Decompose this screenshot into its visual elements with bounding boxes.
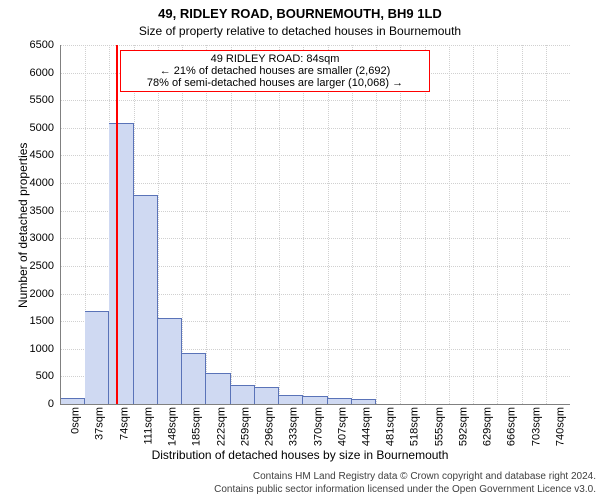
gridline-v <box>255 45 256 404</box>
histogram-bar <box>85 311 109 404</box>
gridline-v <box>449 45 450 404</box>
xtick-label: 703sqm <box>530 407 542 446</box>
marker-line <box>116 45 118 404</box>
gridline-v <box>303 45 304 404</box>
attribution-footer: Contains HM Land Registry data © Crown c… <box>0 471 600 496</box>
gridline-v <box>352 45 353 404</box>
ytick-label: 5000 <box>30 122 54 134</box>
xtick-label: 111sqm <box>142 407 154 445</box>
gridline-h <box>61 45 570 46</box>
gridline-v <box>376 45 377 404</box>
xtick-label: 296sqm <box>264 407 276 446</box>
ytick-label: 6500 <box>30 39 54 51</box>
histogram-bar <box>109 123 133 404</box>
xtick-label: 518sqm <box>409 407 421 446</box>
xtick-label: 740sqm <box>554 407 566 446</box>
histogram-bar <box>279 395 303 404</box>
gridline-v <box>231 45 232 404</box>
histogram-bar <box>352 399 376 404</box>
gridline-v <box>522 45 523 404</box>
xtick-label: 407sqm <box>336 407 348 446</box>
xtick-label: 481sqm <box>385 407 397 446</box>
ytick-label: 0 <box>48 398 54 410</box>
ytick-label: 2500 <box>30 260 54 272</box>
ytick-label: 3000 <box>30 232 54 244</box>
xtick-label: 37sqm <box>94 407 106 440</box>
histogram-bar <box>206 373 230 404</box>
xtick-label: 444sqm <box>361 407 373 446</box>
plot-area <box>60 45 570 405</box>
gridline-v <box>497 45 498 404</box>
gridline-v <box>473 45 474 404</box>
annotation-line: ← 21% of detached houses are smaller (2,… <box>127 65 423 77</box>
xtick-label: 148sqm <box>167 407 179 446</box>
gridline-v <box>328 45 329 404</box>
xtick-label: 185sqm <box>191 407 203 446</box>
footer-line-1: Contains HM Land Registry data © Crown c… <box>0 471 596 484</box>
gridline-v <box>279 45 280 404</box>
xtick-label: 74sqm <box>118 407 130 440</box>
gridline-v <box>182 45 183 404</box>
gridline-h <box>61 183 570 184</box>
annotation-box: 49 RIDLEY ROAD: 84sqm← 21% of detached h… <box>120 50 430 92</box>
gridline-v <box>206 45 207 404</box>
gridline-h <box>61 155 570 156</box>
xtick-label: 629sqm <box>482 407 494 446</box>
annotation-line: 49 RIDLEY ROAD: 84sqm <box>127 53 423 65</box>
histogram-bar <box>303 396 327 404</box>
ytick-label: 4000 <box>30 177 54 189</box>
annotation-line: 78% of semi-detached houses are larger (… <box>127 77 423 89</box>
xtick-label: 555sqm <box>433 407 445 446</box>
xtick-label: 333sqm <box>288 407 300 446</box>
gridline-h <box>61 100 570 101</box>
histogram-bar <box>158 318 182 404</box>
xtick-label: 592sqm <box>458 407 470 446</box>
xtick-label: 222sqm <box>215 407 227 446</box>
histogram-bar <box>231 385 255 404</box>
ytick-label: 2000 <box>30 288 54 300</box>
xtick-label: 370sqm <box>312 407 324 446</box>
histogram-bar <box>61 398 85 404</box>
ytick-label: 6000 <box>30 67 54 79</box>
chart-title-1: 49, RIDLEY ROAD, BOURNEMOUTH, BH9 1LD <box>0 6 600 21</box>
gridline-v <box>425 45 426 404</box>
chart-title-2: Size of property relative to detached ho… <box>0 24 600 38</box>
ytick-label: 4500 <box>30 149 54 161</box>
xtick-label: 0sqm <box>70 407 82 434</box>
histogram-bar <box>182 353 206 404</box>
ytick-label: 1500 <box>30 315 54 327</box>
x-axis-label: Distribution of detached houses by size … <box>0 448 600 462</box>
xtick-label: 259sqm <box>239 407 251 446</box>
xtick-label: 666sqm <box>506 407 518 446</box>
gridline-v <box>546 45 547 404</box>
ytick-label: 500 <box>36 370 54 382</box>
ytick-label: 1000 <box>30 343 54 355</box>
gridline-v <box>400 45 401 404</box>
histogram-bar <box>255 387 279 404</box>
histogram-bar <box>134 195 158 404</box>
ytick-label: 3500 <box>30 205 54 217</box>
footer-line-2: Contains public sector information licen… <box>0 484 596 497</box>
histogram-bar <box>328 398 352 404</box>
gridline-h <box>61 128 570 129</box>
ytick-label: 5500 <box>30 94 54 106</box>
y-axis-label: Number of detached properties <box>16 142 30 307</box>
